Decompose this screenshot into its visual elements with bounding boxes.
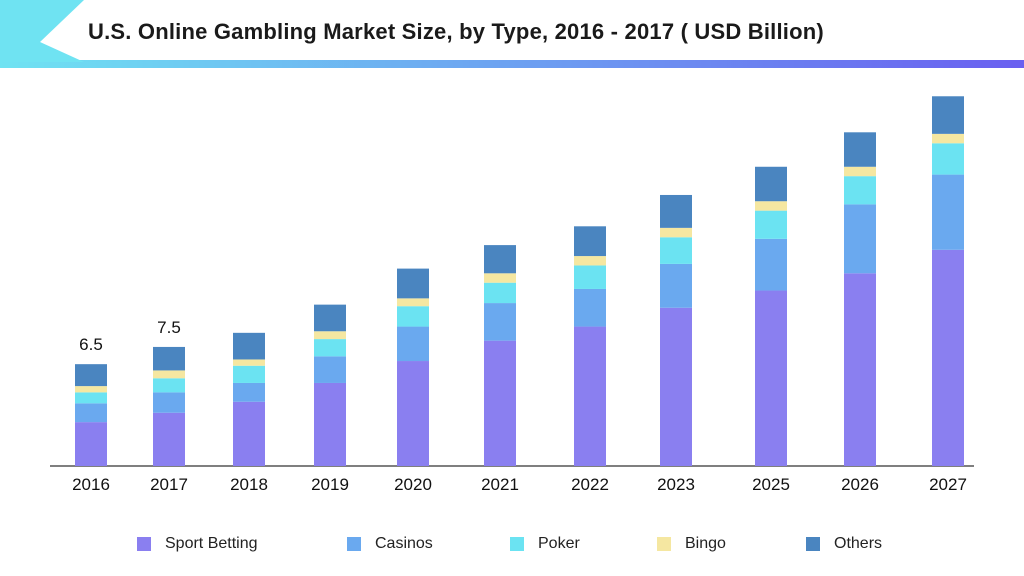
- bar-segment-sport-betting-2018: [233, 401, 265, 466]
- x-tick-label-2023: 2023: [657, 475, 695, 494]
- bar-segment-poker-2016: [75, 392, 107, 404]
- bar-segment-sport-betting-2025: [755, 290, 787, 466]
- bar-segment-casinos-2017: [153, 392, 185, 413]
- legend-label-poker: Poker: [538, 535, 580, 552]
- bar-segment-sport-betting-2019: [314, 382, 346, 466]
- bar-segment-bingo-2017: [153, 370, 185, 379]
- title-banner-background: [0, 0, 1024, 68]
- bar-segment-bingo-2019: [314, 331, 346, 340]
- bar-segment-others-2020: [397, 268, 429, 299]
- bar-segment-others-2023: [660, 194, 692, 228]
- bar-segment-bingo-2020: [397, 298, 429, 307]
- bar-segment-others-2027: [932, 96, 964, 134]
- legend-item-others: Others: [806, 530, 882, 558]
- bar-segment-others-2025: [755, 166, 787, 202]
- x-tick-label-2020: 2020: [394, 475, 432, 494]
- legend-swatch-sport-betting: [137, 537, 151, 551]
- bar-segment-casinos-2019: [314, 356, 346, 383]
- bar-segment-poker-2020: [397, 306, 429, 327]
- bar-segment-sport-betting-2017: [153, 412, 185, 466]
- legend-label-casinos: Casinos: [375, 535, 433, 552]
- bar-segment-others-2019: [314, 304, 346, 332]
- bar-segment-casinos-2027: [932, 174, 964, 250]
- title-banner: U.S. Online Gambling Market Size, by Typ…: [0, 0, 1024, 72]
- bar-segment-others-2018: [233, 332, 265, 360]
- bar-segment-poker-2027: [932, 143, 964, 175]
- x-tick-label-2022: 2022: [571, 475, 609, 494]
- bar-segment-poker-2023: [660, 237, 692, 264]
- bar-segment-bingo-2025: [755, 201, 787, 211]
- bar-segment-sport-betting-2026: [844, 273, 876, 466]
- bar-segment-poker-2026: [844, 176, 876, 205]
- legend-swatch-casinos: [347, 537, 361, 551]
- bar-segment-others-2017: [153, 346, 185, 371]
- chart-title: U.S. Online Gambling Market Size, by Typ…: [88, 19, 824, 44]
- legend-swatch-others: [806, 537, 820, 551]
- legend-item-bingo: Bingo: [657, 530, 726, 558]
- title-underline-bar: [0, 60, 1024, 68]
- bar-segment-casinos-2025: [755, 238, 787, 291]
- data-label-2017: 7.5: [157, 318, 181, 337]
- bar-segment-poker-2022: [574, 265, 606, 289]
- x-tick-label-2017: 2017: [150, 475, 188, 494]
- bar-segment-sport-betting-2020: [397, 361, 429, 466]
- x-tick-label-2021: 2021: [481, 475, 519, 494]
- x-tick-label-2019: 2019: [311, 475, 349, 494]
- x-tick-label-2016: 2016: [72, 475, 110, 494]
- x-tick-label-2025: 2025: [752, 475, 790, 494]
- bar-segment-bingo-2026: [844, 166, 876, 177]
- legend-label-others: Others: [834, 535, 883, 552]
- bar-segment-poker-2025: [755, 210, 787, 239]
- legend-label-bingo: Bingo: [685, 535, 726, 552]
- bar-segment-others-2016: [75, 364, 107, 387]
- bar-segment-casinos-2026: [844, 204, 876, 274]
- bar-segment-bingo-2022: [574, 256, 606, 266]
- bar-segment-bingo-2023: [660, 227, 692, 238]
- bar-segment-bingo-2027: [932, 133, 964, 144]
- bar-segment-others-2021: [484, 245, 516, 274]
- legend-item-poker: Poker: [510, 530, 580, 558]
- x-tick-label-2018: 2018: [230, 475, 268, 494]
- bar-segment-sport-betting-2023: [660, 307, 692, 466]
- data-label-2016: 6.5: [79, 335, 103, 354]
- bar-segment-bingo-2021: [484, 273, 516, 283]
- legend-swatch-bingo: [657, 537, 671, 551]
- legend-swatch-poker: [510, 537, 524, 551]
- x-tick-label-2026: 2026: [841, 475, 879, 494]
- title-accent-shape: [0, 0, 84, 62]
- bar-segment-poker-2017: [153, 378, 185, 393]
- bar-segment-casinos-2018: [233, 382, 265, 402]
- x-tick-label-2027: 2027: [929, 475, 967, 494]
- bar-segment-others-2022: [574, 226, 606, 257]
- bar-segment-casinos-2021: [484, 303, 516, 341]
- stacked-bar-chart: 2016 2017 2018 2019 2020 2021 2022 2023 2025 2026…: [50, 96, 974, 494]
- bar-segment-sport-betting-2027: [932, 249, 964, 466]
- bar-segment-sport-betting-2021: [484, 340, 516, 466]
- bar-segment-bingo-2016: [75, 386, 107, 393]
- legend-item-sport-betting: Sport Betting: [137, 530, 258, 558]
- bar-segment-bingo-2018: [233, 359, 265, 366]
- legend-label-sport-betting: Sport Betting: [165, 535, 258, 552]
- chart-legend: Sport Betting Casinos Poker Bingo Others: [0, 530, 1024, 558]
- bar-segment-sport-betting-2022: [574, 326, 606, 466]
- bar-segment-sport-betting-2016: [75, 422, 107, 466]
- bar-segment-casinos-2023: [660, 263, 692, 308]
- legend-item-casinos: Casinos: [347, 530, 433, 558]
- bar-segment-casinos-2016: [75, 403, 107, 423]
- bar-segment-poker-2021: [484, 282, 516, 304]
- bar-segment-casinos-2020: [397, 326, 429, 362]
- bar-segment-casinos-2022: [574, 288, 606, 327]
- bar-segment-poker-2018: [233, 365, 265, 383]
- bar-segment-poker-2019: [314, 339, 346, 357]
- bar-segment-others-2026: [844, 132, 876, 167]
